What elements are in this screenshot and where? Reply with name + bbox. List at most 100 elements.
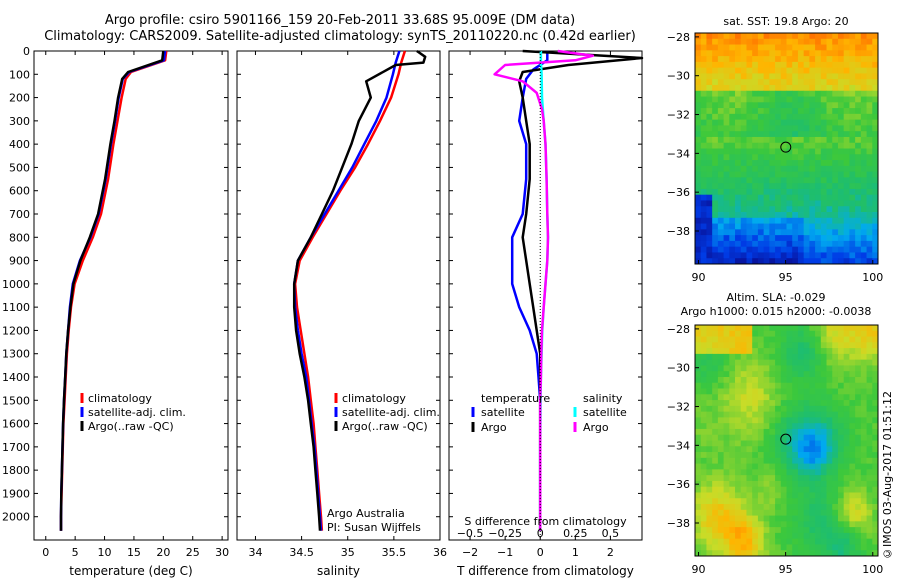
profile-location-marker [780, 433, 792, 445]
heatmap-cell [797, 148, 805, 155]
heatmap-cell [803, 246, 810, 253]
heatmap-cell [775, 38, 782, 45]
heatmap-cell [792, 206, 799, 213]
heatmap-cell [695, 469, 702, 476]
heatmap-cell [820, 38, 827, 45]
heatmap-cell [700, 480, 707, 488]
heatmap-cell [757, 79, 765, 86]
heatmap-cell [815, 365, 822, 372]
heatmap-cell [866, 258, 873, 265]
heatmap-cell [832, 521, 839, 528]
heatmap-cell [866, 371, 873, 378]
heatmap-cell [735, 160, 742, 167]
heatmap-cell [815, 102, 822, 109]
y-tick-label: 1700 [2, 441, 30, 454]
heatmap-cell [717, 194, 724, 201]
heatmap-cell [820, 160, 827, 167]
heatmap-cell [820, 131, 827, 138]
heatmap-cell [792, 229, 799, 236]
heatmap-cell [752, 498, 759, 505]
heatmap-cell [837, 376, 845, 384]
heatmap-cell [832, 394, 839, 401]
heatmap-cell [826, 96, 833, 103]
heatmap-cell [735, 371, 742, 378]
heatmap-cell [843, 376, 850, 384]
heatmap-cell [792, 446, 799, 453]
heatmap-cell [780, 136, 787, 144]
heatmap-cell [803, 165, 810, 173]
heatmap-cell [792, 330, 799, 337]
heatmap-cell [723, 446, 730, 453]
heatmap-cell [740, 136, 747, 144]
heatmap-cell [815, 405, 822, 413]
heatmap-cell [763, 200, 770, 207]
heatmap-cell [855, 492, 862, 499]
heatmap-cell [832, 325, 839, 332]
heatmap-cell [837, 136, 845, 144]
heatmap-cell [872, 446, 879, 453]
heatmap-cell [740, 521, 747, 528]
heatmap-cell [792, 336, 799, 343]
heatmap-cell [815, 171, 822, 178]
heatmap-cell [837, 544, 845, 551]
heatmap-cell [706, 33, 713, 40]
heatmap-cell [729, 235, 736, 242]
heatmap-cell [803, 376, 810, 384]
heatmap-cell [792, 515, 799, 522]
heatmap-cell [740, 113, 747, 121]
heatmap-cell [815, 550, 822, 557]
heatmap-cell [735, 177, 742, 184]
heatmap-cell [712, 212, 719, 219]
heatmap-cell [775, 200, 782, 207]
heatmap-cell [769, 131, 776, 138]
heatmap-cell [860, 131, 867, 138]
heatmap-cell [826, 457, 833, 465]
heatmap-cell [792, 165, 799, 173]
heatmap-cell [809, 498, 816, 505]
heatmap-cell [740, 342, 747, 349]
heatmap-cell [815, 498, 822, 505]
heatmap-cell [700, 434, 707, 441]
heatmap-cell [752, 212, 759, 219]
heatmap-cell [849, 434, 856, 441]
heatmap-cell [826, 38, 833, 45]
heatmap-cell [717, 131, 724, 138]
heatmap-cell [757, 142, 765, 149]
heatmap-cell [752, 206, 759, 213]
heatmap-cell [792, 171, 799, 178]
heatmap-cell [866, 212, 873, 219]
heatmap-cell [809, 469, 816, 476]
heatmap-cell [780, 108, 787, 115]
heatmap-cell [740, 229, 747, 236]
heatmap-cell [803, 200, 810, 207]
heatmap-cell [712, 44, 719, 51]
heatmap-cell [826, 405, 833, 413]
heatmap-cell [832, 348, 839, 355]
difference-series-t-satellite [510, 51, 549, 531]
heatmap-cell [746, 492, 753, 499]
heatmap-cell [837, 56, 845, 63]
heatmap-cell [820, 212, 827, 219]
heatmap-cell [849, 165, 856, 173]
heatmap-cell [746, 469, 753, 476]
heatmap-cell [843, 119, 850, 126]
heatmap-cell [837, 498, 845, 505]
heatmap-cell [752, 509, 759, 516]
heatmap-cell [735, 475, 742, 482]
heatmap-cell [729, 258, 736, 265]
heatmap-cell [860, 434, 867, 441]
heatmap-cell [740, 411, 747, 418]
heatmap-cell [837, 365, 845, 372]
heatmap-cell [803, 206, 810, 213]
heatmap-cell [752, 532, 759, 540]
heatmap-cell [723, 84, 730, 92]
x-tick-label: 90 [691, 271, 705, 284]
heatmap-cell [832, 67, 839, 74]
heatmap-cell [729, 400, 736, 407]
heatmap-cell [723, 475, 730, 482]
heatmap-cell [723, 67, 730, 74]
heatmap-cell [792, 131, 799, 138]
heatmap-cell [695, 44, 702, 51]
heatmap-cell [757, 388, 765, 395]
heatmap-cell [803, 475, 810, 482]
